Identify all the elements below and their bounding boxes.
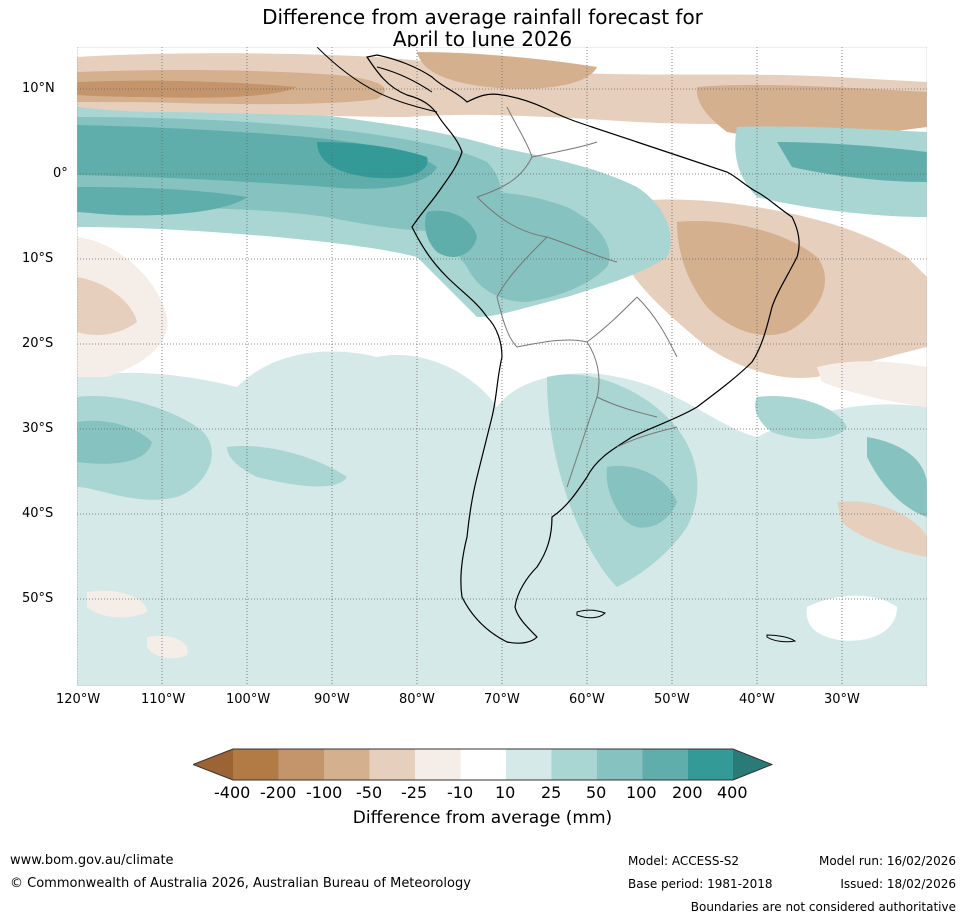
legend-outline — [193, 748, 773, 781]
legend-swatch — [551, 749, 597, 780]
legend-tick: 200 — [672, 783, 703, 802]
lon-label-50w: 50°W — [654, 692, 690, 707]
atlantic-north-dry — [696, 84, 927, 138]
legend-swatch — [369, 749, 415, 780]
south-pacific-strong-region — [77, 420, 152, 464]
bom-url-link[interactable]: www.bom.gov.au/climate — [10, 853, 174, 868]
brazil-east-dry — [817, 361, 927, 407]
legend-swatch — [460, 749, 506, 780]
model-name: Model: ACCESS-S2 — [628, 854, 740, 868]
graticule — [77, 47, 927, 686]
legend-swatch-min-extend — [193, 749, 233, 780]
brazil-dry-moderate — [677, 221, 826, 336]
southern-ocean-white-patch — [806, 595, 897, 641]
colour-legend — [193, 748, 773, 781]
lat-label-10n: 10°N — [22, 81, 55, 96]
south-atlantic-strong-region — [606, 466, 677, 528]
lon-label-30w: 30°W — [824, 692, 860, 707]
caribbean-dry — [417, 52, 597, 89]
lon-label-60w: 60°W — [569, 692, 605, 707]
country-borders — [476, 106, 678, 488]
legend-tick: -100 — [306, 783, 343, 802]
lon-label-90w: 90°W — [314, 692, 350, 707]
legend-tick: 10 — [495, 783, 516, 802]
legend-swatch — [278, 749, 324, 780]
lat-label-50s: 50°S — [22, 591, 54, 606]
legend-tick: -200 — [260, 783, 297, 802]
map-title-line-1: Difference from average rainfall forecas… — [262, 5, 703, 29]
central-america-coastline — [316, 47, 438, 113]
legend-swatch — [506, 749, 552, 780]
legend-tick: 25 — [541, 783, 562, 802]
lon-label-100w: 100°W — [226, 692, 271, 707]
legend-tick: -50 — [356, 783, 383, 802]
boundary-disclaimer: Boundaries are not considered authoritat… — [690, 900, 956, 914]
model-run-date: Model run: 16/02/2026 — [818, 854, 956, 868]
legend-swatch-max-extend — [733, 749, 772, 780]
equatorial-wet-core — [317, 142, 428, 179]
northern-dry-strong — [77, 80, 297, 98]
legend-swatch — [597, 749, 643, 780]
south-atlantic-east-moderate — [867, 437, 927, 517]
equatorial-atlantic-moderate — [777, 142, 927, 182]
issued-date: Issued: 18/02/2026 — [840, 877, 956, 891]
south-atlantic-dry-patch — [837, 501, 927, 557]
falkland-islands — [576, 609, 606, 619]
copyright-text: © Commonwealth of Australia 2026, Austra… — [10, 876, 471, 891]
lat-label-40s: 40°S — [22, 506, 54, 521]
amazon-wet-region — [437, 191, 610, 302]
lat-label-equator: 0° — [53, 166, 68, 181]
legend-tick: 100 — [626, 783, 657, 802]
southeast-pacific-dry-core — [77, 277, 137, 335]
amazon-wet-moderate — [425, 210, 477, 257]
legend-tick: -25 — [401, 783, 428, 802]
legend-swatch — [324, 749, 370, 780]
legend-swatch — [688, 749, 733, 780]
rainfall-anomaly-map — [77, 47, 927, 686]
south-pacific-band — [227, 446, 347, 487]
equatorial-south-band — [77, 187, 247, 216]
southern-pacific-dry-patch — [87, 590, 147, 618]
lon-label-80w: 80°W — [399, 692, 435, 707]
legend-swatch — [233, 749, 279, 780]
lon-label-120w: 120°W — [56, 692, 101, 707]
legend-tick: 400 — [717, 783, 748, 802]
south-georgia — [766, 634, 797, 643]
lat-label-10s: 10°S — [22, 251, 54, 266]
base-period: Base period: 1981-2018 — [628, 877, 773, 891]
southern-pacific-dry-patch-2 — [147, 635, 188, 659]
lat-label-20s: 20°S — [22, 336, 54, 351]
south-america-coastline — [366, 54, 800, 644]
legend-tick: -400 — [214, 783, 251, 802]
map-title-line-2: April to June 2026 — [392, 27, 573, 51]
lat-label-30s: 30°S — [22, 421, 54, 436]
equatorial-wet-strong — [77, 125, 437, 189]
legend-tick: -10 — [447, 783, 474, 802]
legend-title: Difference from average (mm) — [352, 808, 613, 828]
legend-swatch — [642, 749, 688, 780]
lon-label-70w: 70°W — [484, 692, 520, 707]
legend-swatch — [415, 749, 461, 780]
lon-label-40w: 40°W — [739, 692, 775, 707]
legend-tick: 50 — [586, 783, 607, 802]
lon-label-110w: 110°W — [141, 692, 186, 707]
south-atlantic-east-wet — [755, 396, 847, 439]
